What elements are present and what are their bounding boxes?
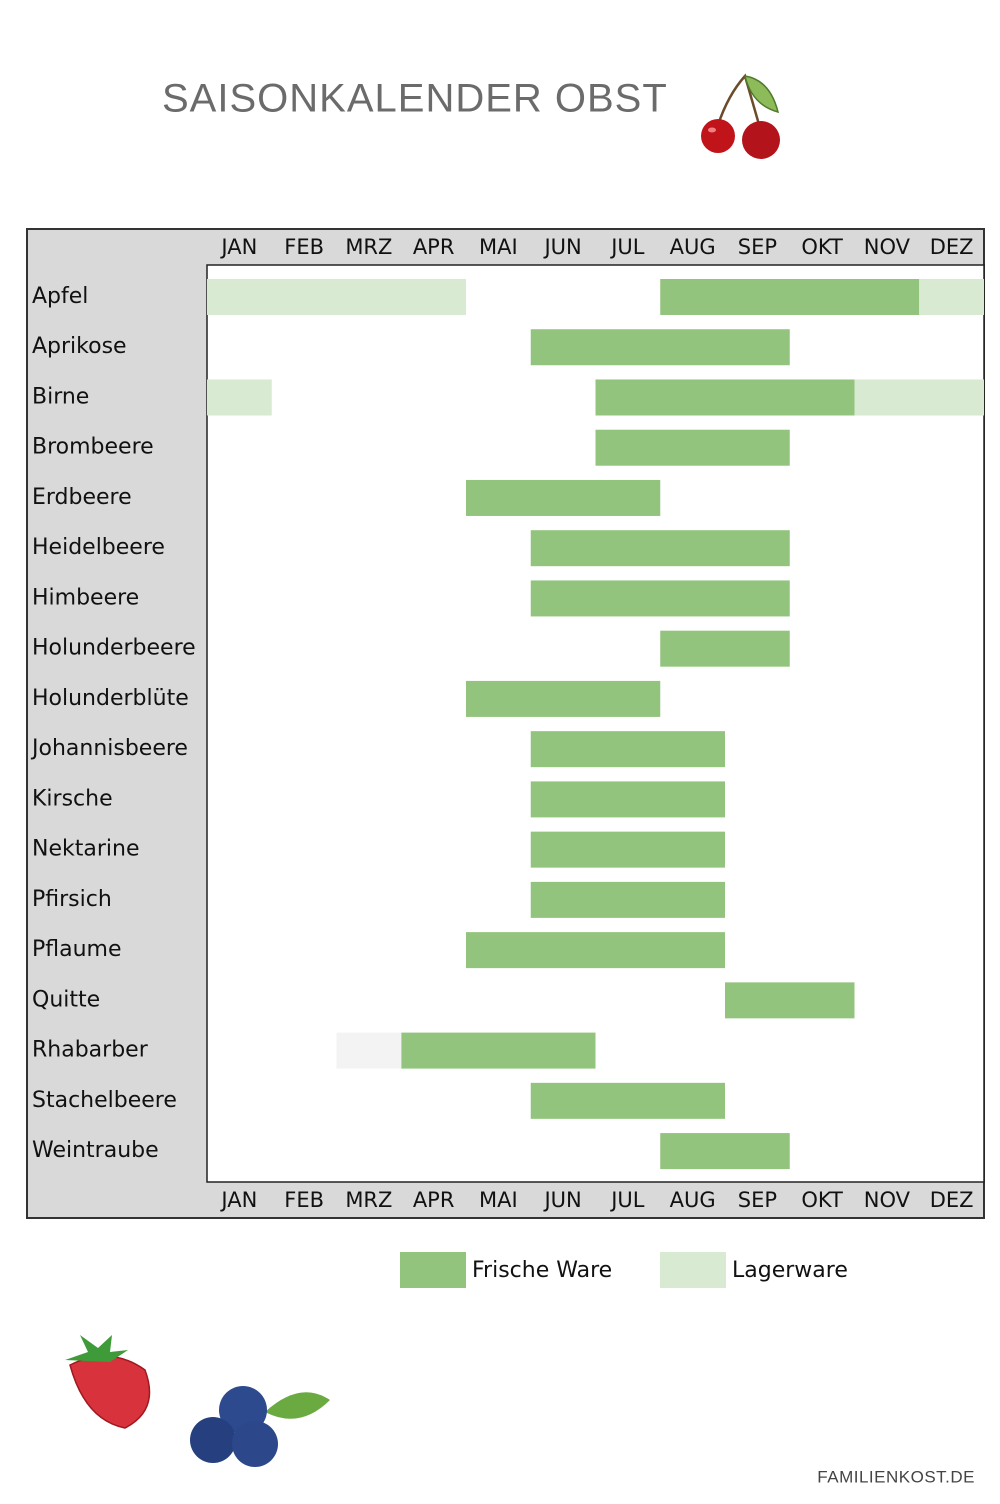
season-bar bbox=[207, 279, 466, 315]
month-label: MRZ bbox=[345, 235, 392, 259]
legend-label: Lagerware bbox=[732, 1258, 848, 1283]
season-bar bbox=[530, 831, 725, 868]
fruit-label: Nektarine bbox=[32, 837, 139, 862]
blueberry-icon bbox=[190, 1386, 330, 1467]
season-bar bbox=[530, 731, 725, 768]
month-label: MAI bbox=[479, 235, 518, 259]
season-bar bbox=[207, 379, 272, 416]
season-bar bbox=[595, 429, 790, 466]
fruit-label: Pfirsich bbox=[32, 887, 112, 912]
plot-area bbox=[206, 264, 985, 1183]
month-label: OKT bbox=[801, 1188, 843, 1212]
strawberry-icon bbox=[65, 1335, 151, 1429]
month-label: APR bbox=[413, 1188, 455, 1212]
month-label: DEZ bbox=[930, 1188, 974, 1212]
fruit-label: Quitte bbox=[32, 987, 100, 1012]
fruit-label: Pflaume bbox=[32, 937, 122, 962]
month-label: JAN bbox=[219, 235, 257, 259]
season-bar bbox=[530, 329, 790, 366]
legend-swatch bbox=[660, 1252, 726, 1288]
season-bar bbox=[466, 680, 661, 717]
month-label: MAI bbox=[479, 1188, 518, 1212]
cherry-icon bbox=[701, 73, 780, 159]
footer-brand: FAMILIENKOST.DE bbox=[817, 1467, 975, 1486]
month-label: APR bbox=[413, 235, 455, 259]
month-label: SEP bbox=[738, 1188, 777, 1212]
month-label: AUG bbox=[670, 235, 716, 259]
fruit-label: Johannisbeere bbox=[30, 736, 188, 761]
chart-title: SAISONKALENDER OBST bbox=[162, 77, 668, 121]
legend-swatch bbox=[400, 1252, 466, 1288]
fruit-label: Aprikose bbox=[32, 334, 127, 359]
fruit-label: Stachelbeere bbox=[32, 1088, 177, 1113]
month-label: NOV bbox=[864, 1188, 911, 1212]
season-bar bbox=[660, 1133, 790, 1170]
fruit-label: Himbeere bbox=[32, 585, 139, 610]
fruit-label: Erdbeere bbox=[32, 485, 132, 510]
month-label: DEZ bbox=[930, 235, 974, 259]
season-bar bbox=[530, 781, 725, 818]
season-bar bbox=[530, 881, 725, 918]
season-bar bbox=[595, 379, 855, 416]
month-label: MRZ bbox=[345, 1188, 392, 1212]
month-label: AUG bbox=[670, 1188, 716, 1212]
fruit-label: Weintraube bbox=[32, 1138, 159, 1163]
season-bar bbox=[660, 279, 920, 315]
season-bar bbox=[530, 530, 790, 567]
month-label: JUL bbox=[609, 235, 645, 259]
fruit-label: Holunderbeere bbox=[32, 636, 196, 661]
fruit-label: Heidelbeere bbox=[32, 535, 165, 560]
season-bar bbox=[919, 279, 984, 315]
fruit-label: Brombeere bbox=[32, 435, 154, 460]
season-bar bbox=[530, 580, 790, 617]
legend-label: Frische Ware bbox=[472, 1258, 612, 1283]
season-bar bbox=[336, 1032, 402, 1069]
season-bar bbox=[725, 982, 855, 1019]
fruit-label: Kirsche bbox=[32, 786, 113, 811]
season-bar bbox=[401, 1032, 596, 1069]
season-bar bbox=[466, 932, 725, 969]
month-label: FEB bbox=[284, 235, 324, 259]
month-label: FEB bbox=[284, 1188, 324, 1212]
season-bar bbox=[466, 479, 661, 516]
fruit-label: Apfel bbox=[32, 284, 88, 309]
month-label: NOV bbox=[864, 235, 911, 259]
month-label: JUN bbox=[542, 235, 581, 259]
season-bar bbox=[854, 379, 984, 416]
chart-marks: JAN JAN FEB FEB MRZ MRZ APR APR MAI MAI JUN JUN JUL J… bbox=[30, 235, 984, 1288]
fruit-label: Birne bbox=[32, 384, 89, 409]
season-bar bbox=[530, 1082, 725, 1119]
month-label: JAN bbox=[219, 1188, 257, 1212]
month-label: SEP bbox=[738, 235, 777, 259]
fruit-label: Holunderblüte bbox=[32, 686, 189, 711]
month-label: OKT bbox=[801, 235, 843, 259]
month-label: JUN bbox=[542, 1188, 581, 1212]
month-label: JUL bbox=[609, 1188, 645, 1212]
season-bar bbox=[660, 630, 790, 667]
fruit-label: Rhabarber bbox=[32, 1038, 149, 1063]
